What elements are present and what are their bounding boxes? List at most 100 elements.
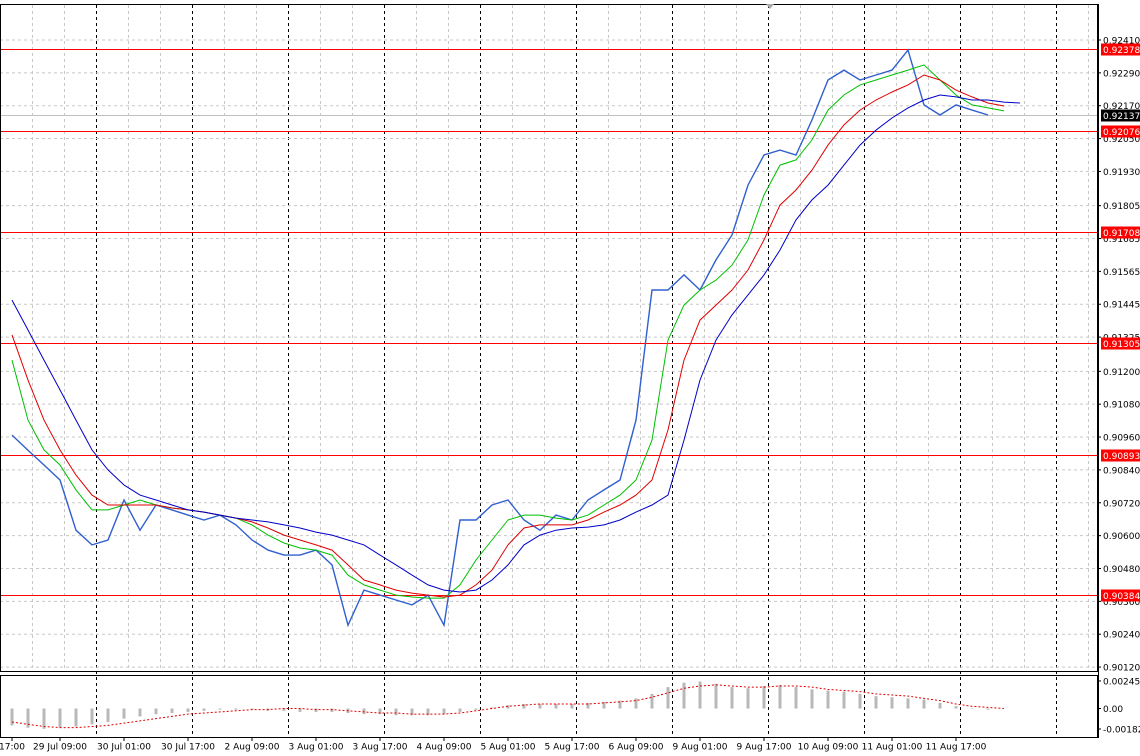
level-label: 0.92378 (1103, 46, 1140, 56)
histogram-bar (42, 708, 46, 729)
grid (0, 5, 1098, 738)
x-tick-label: 3 Aug 01:00 (289, 743, 344, 753)
x-tick-label: 9 Aug 17:00 (737, 743, 792, 753)
plot-area (0, 48, 1098, 729)
histogram-bar (138, 708, 142, 717)
histogram-bar (698, 681, 702, 709)
histogram-bar (58, 708, 62, 728)
histogram-bar (282, 708, 286, 711)
x-tick-label: 17:00 (0, 743, 25, 753)
y-tick-label: 0.92050 (1103, 135, 1140, 145)
level-label: 0.91305 (1103, 340, 1140, 350)
y-tick-label: 0.90960 (1103, 434, 1140, 444)
histogram-bar (794, 687, 798, 709)
x-tick-label: 11 Aug 01:00 (862, 743, 923, 753)
y-tick-label: -0.00182 (1103, 725, 1140, 735)
histogram-bar (922, 699, 926, 709)
shift-marker (766, 4, 774, 9)
current-price-label: 0.92137 (1103, 112, 1140, 122)
level-label-box (1101, 449, 1140, 462)
histogram-bar (250, 708, 254, 710)
y-tick-label: 0.91930 (1103, 168, 1140, 178)
histogram-bar (586, 702, 590, 709)
y-tick-label: 0.90120 (1103, 664, 1140, 674)
current-price-box (1101, 109, 1140, 122)
y-tick-label: 0.92410 (1103, 36, 1140, 46)
level-label-box (1101, 589, 1140, 602)
histogram-bar (554, 704, 558, 709)
histogram-bar (890, 697, 894, 709)
histogram-bar (842, 691, 846, 709)
histogram-bar (410, 708, 414, 716)
histogram-bar (474, 708, 478, 710)
y-tick-label: 0.90840 (1103, 466, 1140, 476)
y-tick-label: 0.90480 (1103, 565, 1140, 575)
y-tick-label: 0.90360 (1103, 598, 1140, 608)
histogram-bar (618, 700, 622, 709)
histogram-bar (634, 698, 638, 709)
x-tick-label: 3 Aug 17:00 (353, 743, 408, 753)
y-tick-label: 0.90240 (1103, 631, 1140, 641)
histogram-bar (714, 683, 718, 709)
level-label: 0.91708 (1103, 229, 1140, 239)
x-tick-label: 4 Aug 09:00 (417, 743, 472, 753)
histogram-bar (394, 708, 398, 716)
x-tick-label: 30 Jul 01:00 (97, 743, 151, 753)
level-label-box (1101, 226, 1140, 239)
histogram-bar (778, 684, 782, 709)
histogram-bar (986, 708, 990, 710)
main-frame (0, 4, 1098, 672)
histogram-bar (810, 689, 814, 709)
y-tick-label: 0.90720 (1103, 499, 1140, 509)
histogram-bar (666, 687, 670, 709)
y-tick-label: 0.91080 (1103, 401, 1140, 411)
moving-average (11, 94, 1021, 593)
x-tick-label: 6 Aug 09:00 (609, 743, 664, 753)
y-tick-label: 0.92290 (1103, 69, 1140, 79)
x-tick-label: 2 Aug 09:00 (225, 743, 280, 753)
level-label-box (1101, 125, 1140, 138)
histogram-bar (746, 688, 750, 709)
moving-average (11, 74, 1005, 598)
histogram-bar (74, 708, 78, 727)
histogram-bar (522, 704, 526, 709)
histogram-bar (538, 704, 542, 709)
x-tick-label: 11 Aug 17:00 (926, 743, 987, 753)
histogram-bar (122, 708, 126, 719)
histogram-bar (826, 690, 830, 709)
axis: 0.92410 0.92290 0.92170 0.92050 0.91930 0.918… (0, 4, 1140, 753)
histogram-bar (458, 708, 462, 712)
y-tick-label: 0.00245 (1103, 677, 1140, 687)
histogram-bar (874, 696, 878, 709)
y-tick-label: 0.91200 (1103, 368, 1140, 378)
histogram-bar (938, 702, 942, 709)
y-tick-label: 0.91685 (1103, 235, 1140, 245)
y-tick-label: 0.92170 (1103, 102, 1140, 112)
histogram-bar (298, 708, 302, 712)
level-label: 0.90384 (1103, 592, 1140, 602)
histogram-bar (682, 682, 686, 709)
histogram-bar (106, 708, 110, 723)
y-tick-label: 0.90600 (1103, 532, 1140, 542)
histogram-bar (970, 708, 974, 710)
level-label: 0.92076 (1103, 128, 1140, 138)
histogram-bar (234, 708, 238, 710)
y-tick-label: 0.91805 (1103, 202, 1140, 212)
histogram-bar (650, 693, 654, 709)
level-label-box (1101, 43, 1140, 56)
histogram-bar (954, 706, 958, 709)
y-tick-label: 0.91565 (1103, 268, 1140, 278)
x-tick-label: 10 Aug 09:00 (798, 743, 859, 753)
x-tick-label: 30 Jul 17:00 (161, 743, 215, 753)
histogram-bar (10, 708, 14, 726)
x-tick-label: 29 Jul 09:00 (33, 743, 87, 753)
histogram-bar (858, 693, 862, 709)
histogram-bar (314, 708, 318, 712)
histogram-bar (762, 686, 766, 709)
x-tick-label: 5 Aug 17:00 (545, 743, 600, 753)
oscillator-frame (0, 675, 1098, 738)
histogram-bar (426, 708, 430, 716)
